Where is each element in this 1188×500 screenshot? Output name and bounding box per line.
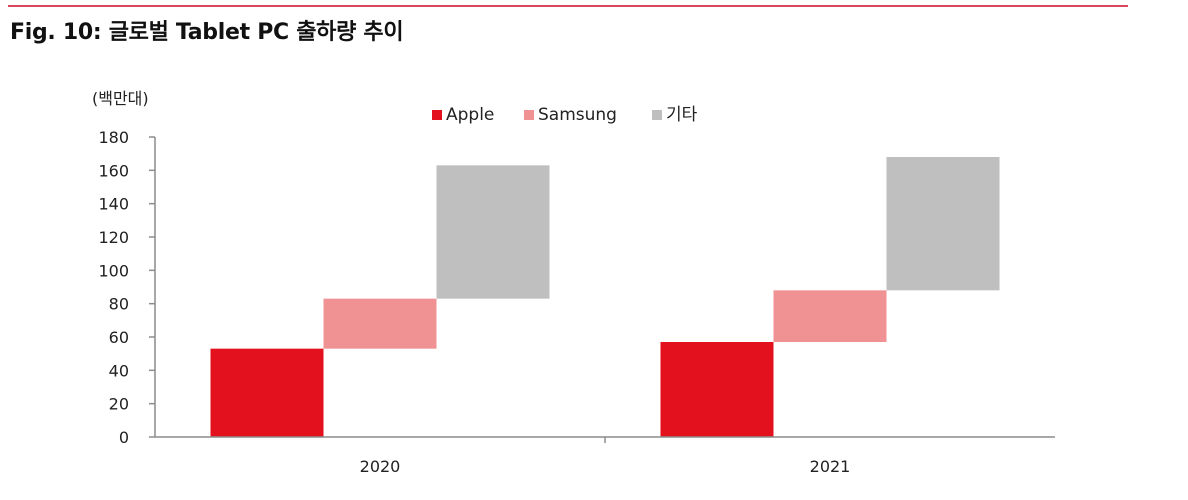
- legend-label: Samsung: [538, 105, 617, 125]
- y-tick-label: 160: [98, 161, 129, 180]
- x-tick-label: 2020: [360, 457, 401, 476]
- x-tick-label: 2021: [810, 457, 851, 476]
- y-tick-label: 180: [98, 128, 129, 147]
- y-tick-label: 60: [109, 328, 129, 347]
- top-rule: [8, 5, 1128, 7]
- figure-title: Fig. 10: 글로벌 Tablet PC 출하량 추이: [10, 20, 404, 45]
- chart-legend: Apple Samsung 기타: [432, 105, 698, 125]
- legend-label: 기타: [666, 105, 698, 125]
- bar-Apple-2020: [210, 348, 324, 437]
- bar-기타-2020: [436, 165, 550, 299]
- y-tick-label: 40: [109, 361, 129, 380]
- y-tick-label: 20: [109, 395, 129, 414]
- y-tick-label: 120: [98, 228, 129, 247]
- bar-Samsung-2021: [773, 290, 887, 342]
- bar-Samsung-2020: [323, 298, 437, 349]
- y-tick-label: 80: [109, 295, 129, 314]
- y-tick-label: 0: [119, 428, 129, 447]
- axes: 0 20 40 60 80 100 120 140 160 180 2020 2021: [98, 128, 1055, 476]
- bar-기타-2021: [886, 157, 1000, 291]
- y-tick-label: 100: [98, 261, 129, 280]
- legend-swatch: [432, 110, 442, 120]
- legend-swatch: [524, 110, 534, 120]
- legend-label: Apple: [446, 105, 494, 125]
- y-unit-label: (백만대): [92, 89, 149, 108]
- bar-Apple-2021: [660, 342, 774, 437]
- legend-swatch: [652, 110, 662, 120]
- bars: [210, 157, 1000, 437]
- y-tick-label: 140: [98, 195, 129, 214]
